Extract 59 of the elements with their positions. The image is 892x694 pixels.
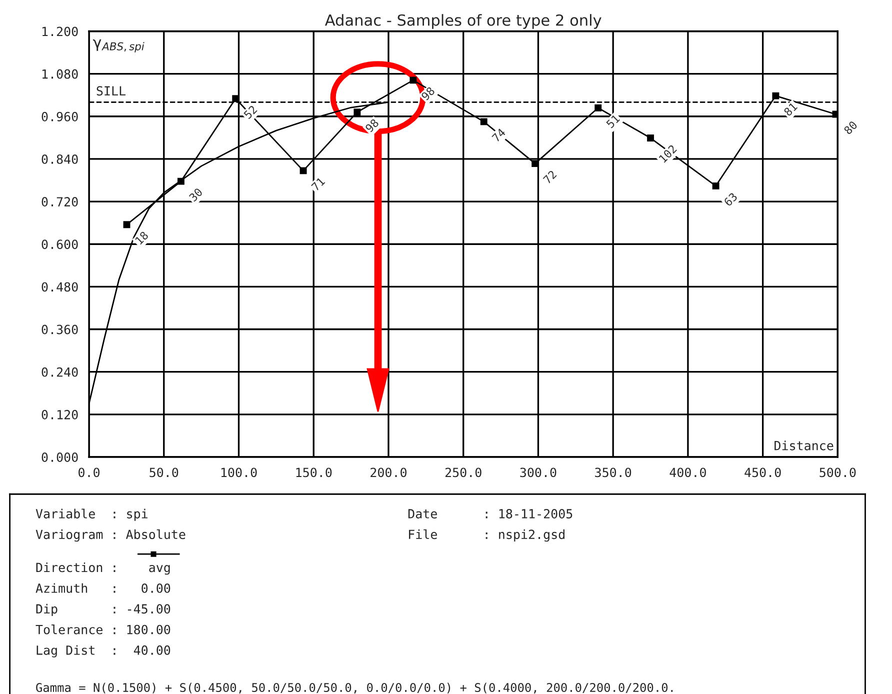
point: [647, 134, 654, 142]
x-tick-label: 0.0: [78, 468, 100, 478]
ref-line-label: SILL: [96, 86, 126, 96]
annotation: 52: [243, 105, 258, 120]
annotation: 18: [134, 230, 149, 245]
text: Date : 18-11-2005: [408, 509, 572, 518]
text: File : nspi2.gsd: [409, 529, 564, 542]
text: Variable : spi: [36, 508, 148, 521]
point: [410, 76, 417, 84]
y-axis-title: γ$_{ABS,spi}$: [93, 39, 144, 52]
point: [712, 182, 720, 190]
x-tick-label: 400.0: [670, 468, 706, 478]
text: Lag Dist : 40.00: [36, 645, 170, 658]
y-tick-label: 0.720: [42, 197, 78, 206]
chart-title: Adanac - Samples of ore type 2 only: [324, 14, 602, 29]
annotation: 98: [420, 86, 436, 101]
y-tick-label: 0.480: [42, 282, 78, 292]
text: Gamma = N(0.1500) + S(0.4500, 50.0/50.0/50.0, 0.0/0.0/0.0) + S(0.4000, 200.0/200.0/200.0.: [36, 682, 673, 694]
x-tick-label: 100.0: [221, 468, 257, 478]
annotation: 30: [188, 188, 203, 202]
y-tick-label: 0.600: [42, 240, 78, 250]
annotation: 102: [658, 144, 678, 163]
annotation: 72: [542, 170, 557, 184]
text: Variogram : Absolute: [36, 529, 186, 542]
text: Dip : -45.00: [36, 604, 170, 616]
x-tick-label: 350.0: [595, 468, 632, 478]
text: Azimuth : 0.00: [36, 583, 170, 593]
annotation: 74: [492, 128, 506, 142]
annotation: 71: [311, 177, 326, 192]
x-tick-label: 300.0: [520, 468, 556, 478]
annotation: 98: [364, 118, 380, 133]
y-tick-label: 1.200: [42, 26, 78, 36]
annotation: 80: [843, 120, 858, 135]
y-tick-label: 1.080: [42, 69, 78, 79]
y-tick-label: 0.840: [42, 154, 78, 164]
x-tick-label: 450.0: [744, 468, 781, 478]
x-axis-title: Distance: [774, 440, 834, 450]
y-tick-label: 0.000: [42, 452, 78, 462]
point: [594, 104, 602, 112]
text: Direction : avg: [36, 562, 170, 575]
x-tick-label: 150.0: [296, 468, 332, 478]
x-tick-label: 250.0: [445, 468, 482, 478]
y-tick-label: 0.240: [42, 367, 78, 377]
y-tick-label: 0.120: [42, 410, 78, 420]
y-tick-label: 0.960: [42, 112, 78, 122]
x-tick-label: 500.0: [820, 468, 856, 478]
point: [123, 221, 130, 228]
y-tick-label: 0.360: [42, 324, 78, 334]
point: [772, 92, 780, 100]
x-tick-label: 50.0: [150, 468, 178, 478]
point: [300, 167, 307, 174]
annotation: 81: [783, 102, 798, 116]
text: Tolerance : 180.00: [36, 624, 170, 634]
x-tick-label: 200.0: [370, 468, 406, 478]
point: [480, 118, 488, 126]
annotation: 51: [606, 114, 620, 128]
point: [354, 108, 361, 116]
annotation: 63: [723, 192, 738, 207]
point: [832, 110, 838, 118]
